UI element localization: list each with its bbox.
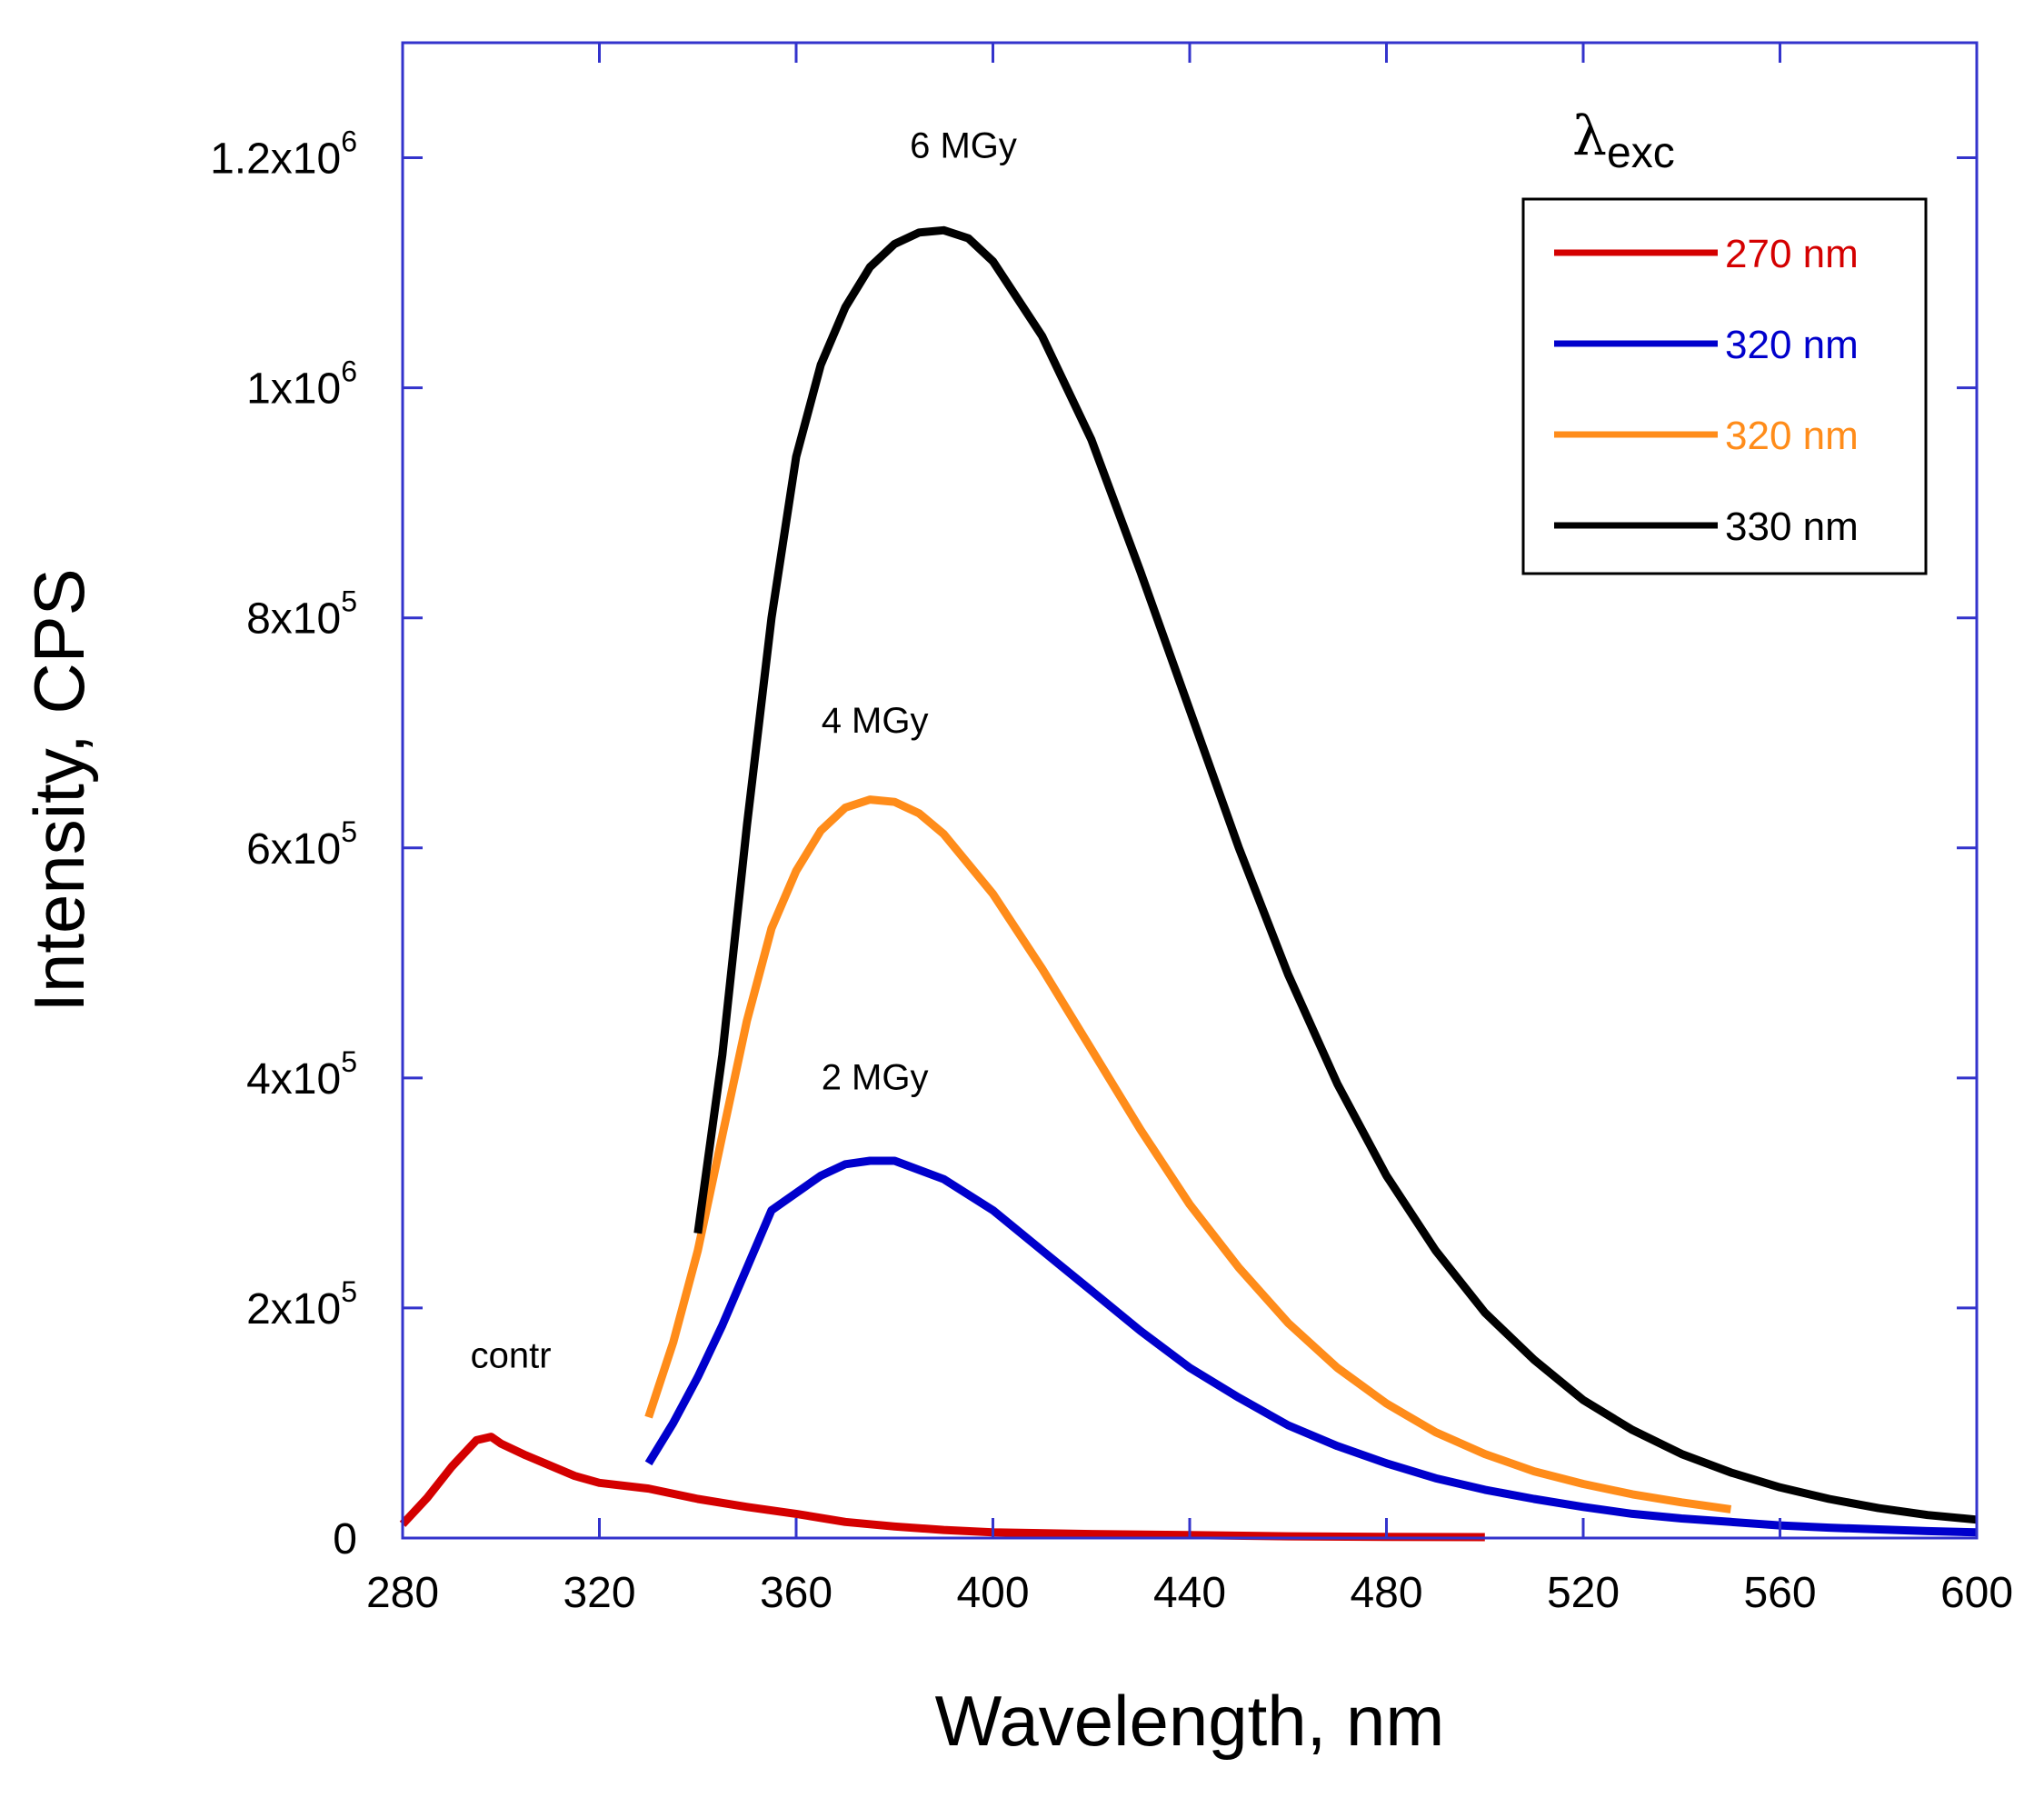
label-layer: 280 320 360 400 440 480 520 560 600 0 2x105 4x105 6x… [210, 125, 2013, 1617]
series-line-2 [644, 1156, 1978, 1537]
y-tick-label: 1.2x106 [210, 125, 357, 184]
series-line-4 [693, 225, 1978, 1524]
x-tick-label: 480 [1350, 1569, 1422, 1617]
annotation-label: 6 MGy [910, 126, 1017, 166]
series-line-3 [644, 795, 1732, 1513]
legend-label: 330 nm [1725, 504, 1859, 549]
x-tick-label: 560 [1743, 1569, 1816, 1617]
x-tick-label: 440 [1153, 1569, 1226, 1617]
legend: λexc 270 nm 320 nm 320 nm 330 nm [1521, 105, 1928, 575]
tick-layer [401, 43, 1979, 1540]
x-tick-label: 320 [563, 1569, 635, 1617]
y-tick-label: 0 [333, 1515, 357, 1563]
annotation-label: 2 MGy [822, 1058, 929, 1098]
y-tick-label: 4x105 [246, 1045, 357, 1104]
legend-title: λexc [1572, 105, 1675, 177]
y-tick-label: 1x106 [246, 355, 357, 414]
series-layer [399, 225, 1978, 1542]
x-tick-label: 400 [956, 1569, 1029, 1617]
y-tick-label: 8x105 [246, 585, 357, 644]
x-tick-label: 280 [366, 1569, 439, 1617]
legend-label: 320 nm [1725, 323, 1859, 367]
x-tick-label: 520 [1547, 1569, 1620, 1617]
legend-title-symbol: λ [1572, 105, 1607, 168]
legend-title-subscript: exc [1607, 129, 1675, 177]
legend-entries: 270 nm 320 nm 320 nm 330 nm [1554, 232, 1859, 549]
legend-box [1521, 197, 1928, 575]
y-axis-title: Intensity, CPS [19, 568, 99, 1012]
annotation-label: contr [471, 1336, 552, 1376]
annotation-label: 4 MGy [822, 701, 929, 741]
x-tick-label: 600 [1940, 1569, 2013, 1617]
y-tick-label: 6x105 [246, 815, 357, 874]
legend-label: 270 nm [1725, 232, 1859, 276]
y-tick-label: 2x105 [246, 1275, 357, 1334]
x-tick-label: 360 [760, 1569, 833, 1617]
series-line-1 [399, 1433, 1485, 1542]
legend-label: 320 nm [1725, 414, 1859, 458]
x-axis-title: Wavelength, nm [935, 1681, 1445, 1761]
